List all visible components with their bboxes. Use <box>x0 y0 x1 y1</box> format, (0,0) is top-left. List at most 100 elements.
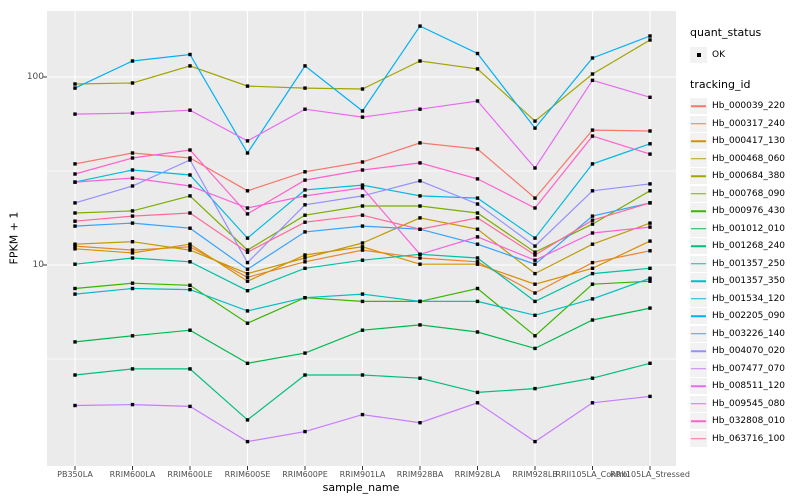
y-axis-title: FPKM + 1 <box>7 211 21 265</box>
legend-key-line-icon <box>690 98 707 115</box>
series-color-line <box>691 140 706 142</box>
data-point <box>533 236 537 240</box>
data-point <box>648 306 652 310</box>
legend-item-Hb_063716_100: Hb_063716_100 <box>690 430 800 448</box>
data-point <box>475 211 480 215</box>
data-point <box>533 126 537 130</box>
data-point <box>303 266 307 270</box>
data-point <box>188 184 192 188</box>
data-point <box>130 248 135 252</box>
data-point <box>590 266 595 270</box>
data-point <box>648 266 652 270</box>
series-color-line <box>691 403 706 405</box>
legend-item-Hb_000468_060: Hb_000468_060 <box>690 150 800 168</box>
data-point <box>188 173 192 177</box>
data-point <box>303 188 307 192</box>
data-point <box>245 250 250 254</box>
data-point <box>360 204 365 208</box>
x-axis-label-RRIM600LE: RRIM600LE <box>167 470 213 479</box>
legend-key-line-icon <box>690 255 707 272</box>
data-point <box>648 142 652 146</box>
data-point <box>360 194 365 198</box>
legend-key-line-icon <box>690 185 707 202</box>
x-axis-label-RRIM928BA: RRIM928BA <box>396 470 444 479</box>
data-point <box>188 328 192 332</box>
data-point <box>590 214 595 218</box>
data-point <box>590 297 595 301</box>
data-point <box>130 214 135 218</box>
data-point <box>590 134 595 138</box>
legend-item-Hb_001357_350: Hb_001357_350 <box>690 273 800 291</box>
data-point <box>188 287 192 292</box>
data-point <box>130 240 135 244</box>
data-point <box>533 262 537 266</box>
data-point <box>360 224 365 228</box>
legend-key-line-icon <box>690 378 707 395</box>
data-point <box>533 271 537 276</box>
data-point <box>533 258 537 262</box>
data-point <box>590 401 595 405</box>
data-point <box>648 182 652 186</box>
data-point <box>73 162 77 166</box>
x-axis-label-RRIM928LB: RRIM928LB <box>512 470 558 479</box>
data-point <box>130 286 135 291</box>
legend-key-line-icon <box>690 290 707 307</box>
data-point <box>648 225 652 229</box>
data-point <box>303 230 307 234</box>
data-point <box>130 367 135 371</box>
plot-panel <box>47 11 676 466</box>
series-color-line <box>691 298 706 300</box>
data-point <box>475 51 480 56</box>
data-point <box>475 262 480 266</box>
legend-item-Hb_001268_240: Hb_001268_240 <box>690 238 800 256</box>
data-point <box>360 292 365 296</box>
data-point <box>360 213 365 217</box>
data-point <box>475 242 480 246</box>
data-point <box>130 176 135 180</box>
legend-item-label: Hb_000317_240 <box>712 118 786 129</box>
legend-key-line-icon <box>690 150 707 167</box>
legend-item-label: Hb_001357_250 <box>712 258 786 269</box>
data-point <box>130 111 135 115</box>
legend-key-line-icon <box>690 343 707 360</box>
data-point <box>303 296 307 300</box>
data-point <box>73 219 77 223</box>
data-point <box>245 151 250 155</box>
data-point <box>73 403 77 408</box>
legend-key-line-icon <box>690 395 707 412</box>
data-point <box>533 244 537 248</box>
legend-item-Hb_001012_010: Hb_001012_010 <box>690 220 800 238</box>
data-point <box>303 373 307 377</box>
data-point <box>73 292 77 296</box>
data-point <box>418 107 422 111</box>
x-axis-label-RRII105LA_Control: RRII105LA_Control <box>555 470 630 479</box>
data-point <box>245 275 250 279</box>
data-point <box>245 267 250 271</box>
data-point <box>303 86 307 90</box>
data-point <box>648 129 652 133</box>
x-axis-label-PB350LA: PB350LA <box>57 470 93 479</box>
data-point <box>130 81 135 85</box>
data-point <box>475 330 480 334</box>
series-color-line <box>691 210 706 212</box>
data-point <box>590 231 595 235</box>
data-point <box>475 260 480 264</box>
data-point <box>475 256 480 260</box>
series-color-line <box>691 385 706 387</box>
legend-item-Hb_007477_070: Hb_007477_070 <box>690 360 800 378</box>
series-color-line <box>691 123 706 125</box>
data-point <box>303 203 307 207</box>
data-point <box>418 421 422 425</box>
data-point <box>648 394 652 399</box>
data-point <box>533 439 537 444</box>
data-point <box>303 429 307 434</box>
data-point <box>188 156 192 160</box>
legend-item-Hb_000039_220: Hb_000039_220 <box>690 98 800 116</box>
data-point <box>533 313 537 317</box>
series-color-line <box>691 175 706 177</box>
data-point <box>418 194 422 198</box>
data-point <box>418 299 422 304</box>
data-point <box>590 189 595 193</box>
data-point <box>360 115 365 119</box>
